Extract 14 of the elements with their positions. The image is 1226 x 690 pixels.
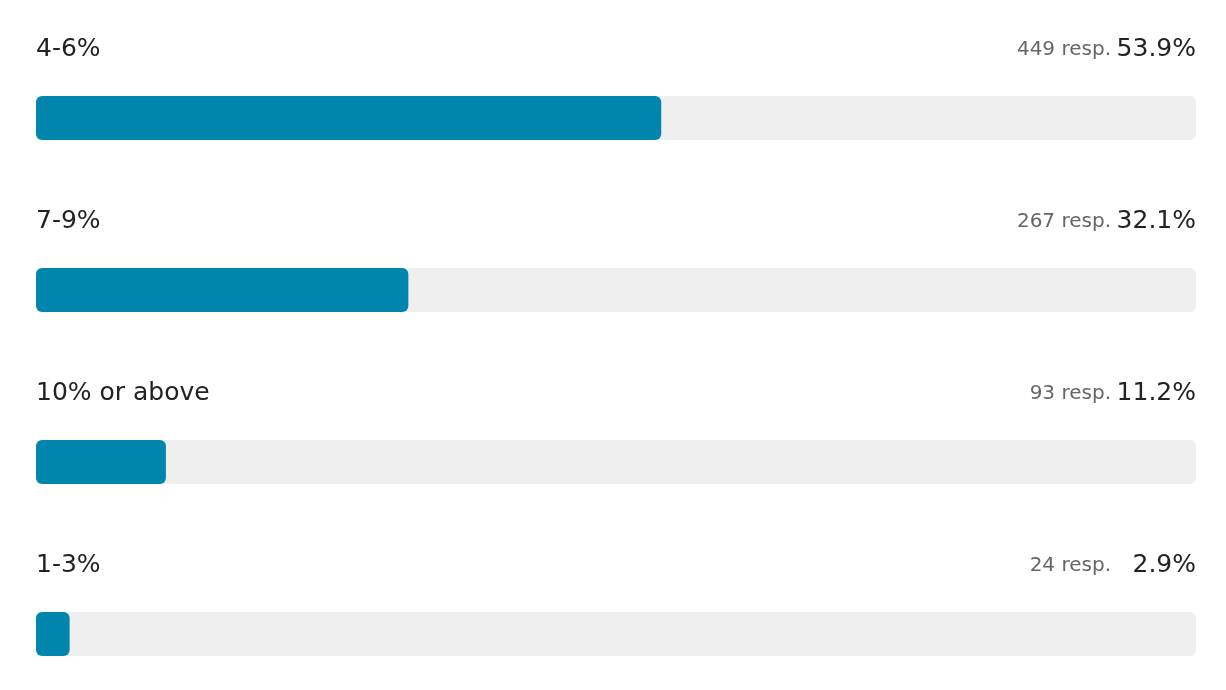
y-tick-label: 1-3% xyxy=(36,549,101,578)
y-tick-label: 10% or above xyxy=(36,377,210,406)
annotation: 24 resp. xyxy=(1029,552,1111,576)
annotation: 93 resp. xyxy=(1029,380,1111,404)
data-label: 53.9% xyxy=(1116,33,1196,62)
data-label: 11.2% xyxy=(1116,377,1196,406)
annotation: 449 resp. xyxy=(1016,36,1111,60)
data-label: 32.1% xyxy=(1116,205,1196,234)
annotation: 267 resp. xyxy=(1016,208,1111,232)
bar xyxy=(36,612,70,656)
y-tick-label: 4-6% xyxy=(36,33,101,62)
y-tick-label: 7-9% xyxy=(36,205,101,234)
data-label: 2.9% xyxy=(1132,549,1196,578)
bar xyxy=(36,440,166,484)
